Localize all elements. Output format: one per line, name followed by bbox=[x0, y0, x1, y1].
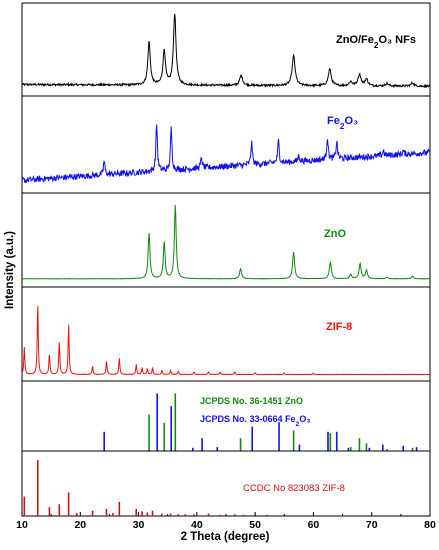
panel-frame bbox=[21, 450, 431, 517]
x-tick-label: 30 bbox=[133, 519, 145, 531]
series-label: ZnO bbox=[324, 228, 346, 240]
x-tick-label: 70 bbox=[366, 519, 378, 531]
panel-1: ZnO/Fe2O₃ NFs bbox=[21, 2, 431, 97]
panel-frame bbox=[21, 2, 431, 97]
reference-label: JCPDS No. 36-1451 ZnO bbox=[200, 396, 303, 406]
reference-label: CCDC No 823083 ZIF-8 bbox=[243, 483, 345, 494]
x-axis: 10 20 30 40 50 60 70 80 bbox=[16, 512, 436, 531]
panel-5: JCPDS No. 36-1451 ZnO JCPDS No. 33-0664 F… bbox=[21, 380, 431, 452]
x-axis-label: 2 Theta (degree) bbox=[181, 531, 270, 543]
panel-frame bbox=[21, 192, 431, 288]
panel-frame bbox=[21, 286, 431, 382]
x-tick-label: 50 bbox=[249, 519, 261, 531]
x-tick-label: 60 bbox=[308, 519, 320, 531]
x-tick-label: 20 bbox=[74, 519, 86, 531]
panel-2: Fe2O₃ bbox=[21, 95, 431, 194]
panel-frame bbox=[21, 95, 431, 194]
series-line-red bbox=[21, 306, 431, 376]
series-line-green bbox=[21, 204, 431, 280]
series-label: Fe2O₃ bbox=[327, 115, 358, 131]
series-line-black bbox=[21, 13, 431, 89]
panels-group: ZnO/Fe2O₃ NFs Fe2O₃ ZnO ZIF-8 JCPDS No. 36-1… bbox=[21, 2, 431, 517]
reference-label: JCPDS No. 33-0664 Fe2O₃ bbox=[200, 414, 310, 428]
series-label: ZIF-8 bbox=[326, 321, 352, 333]
y-axis-label: Intensity (a.u.) bbox=[4, 231, 16, 309]
series-line-blue bbox=[21, 124, 431, 184]
x-tick-label: 80 bbox=[424, 519, 436, 531]
panel-6: CCDC No 823083 ZIF-8 bbox=[21, 450, 431, 517]
x-tick-label: 10 bbox=[16, 519, 28, 531]
panel-3: ZnO bbox=[21, 192, 431, 288]
series-label: ZnO/Fe2O₃ NFs bbox=[336, 34, 416, 50]
panel-4: ZIF-8 bbox=[21, 286, 431, 382]
x-tick-label: 40 bbox=[191, 519, 203, 531]
